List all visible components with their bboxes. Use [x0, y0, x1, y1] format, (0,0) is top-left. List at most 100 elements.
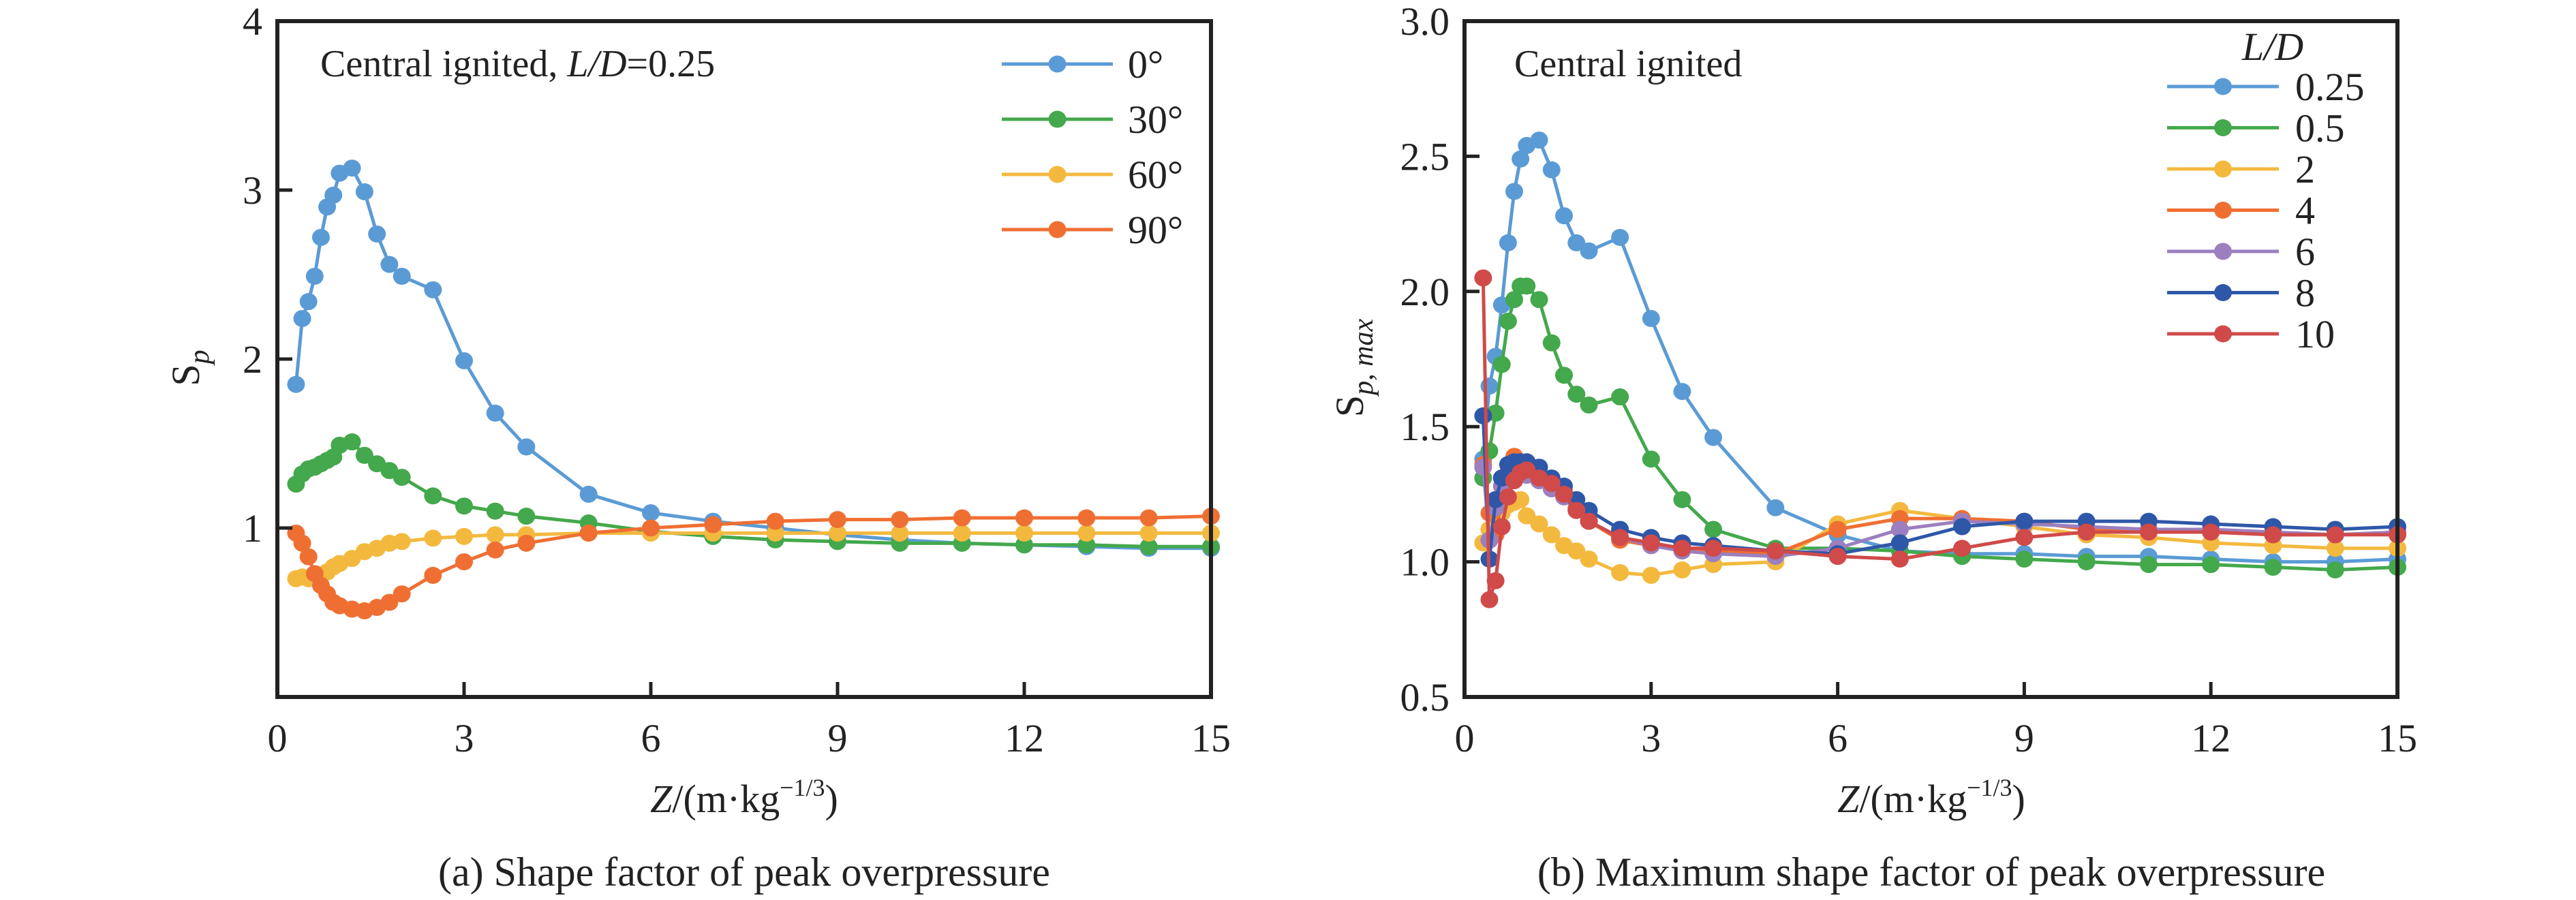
panel-b-data-point: [1492, 356, 1511, 373]
panel-a-data-point: [343, 433, 361, 451]
panel-a-data-point: [829, 524, 846, 542]
panel-a-data-point: [355, 446, 373, 464]
panel-b-series-6: [1474, 269, 2406, 608]
panel-b-data-point: [1567, 501, 1586, 519]
panel-b-data-point: [2264, 526, 2282, 544]
panel-b-data-point: [1766, 499, 1785, 516]
panel-b-annotation: Central ignited: [1514, 43, 1742, 85]
panel-b-legend-label: 10: [2295, 312, 2335, 356]
panel-b-data-point: [1555, 207, 1574, 225]
panel-b-legend-label: 2: [2295, 147, 2315, 191]
panel-b-data-point: [1480, 591, 1499, 608]
panel-a-data-point: [368, 225, 386, 243]
panel-b-data-point: [1474, 407, 1492, 424]
panel-a-data-point: [299, 293, 318, 311]
panel-a-data-point: [486, 541, 504, 559]
panel-b-series-line: [1481, 138, 2398, 564]
panel-b-data-point: [1567, 542, 1586, 560]
panel-a-data-point: [1077, 524, 1096, 542]
panel-b-data-point: [1542, 526, 1561, 544]
panel-b-x-tick-label: 12: [2191, 716, 2230, 760]
panel-b-data-point: [2326, 540, 2344, 557]
panel-b-legend-title: L/D: [2241, 25, 2303, 69]
panel-b-data-point: [2077, 553, 2096, 571]
panel-a-data-point: [891, 524, 909, 542]
panel-b-data-point: [2326, 561, 2344, 579]
panel-b-legend-marker: [2214, 160, 2232, 178]
panel-a-data-point: [305, 267, 324, 285]
panel-b-data-point: [1530, 291, 1548, 309]
panel-b-data-point: [1542, 334, 1561, 352]
panel-a-data-point: [579, 485, 598, 503]
panel-b-data-point: [2326, 526, 2344, 544]
panel-a-x-tick-label: 15: [1191, 716, 1231, 760]
panel-b-x-tick-label: 0: [1455, 716, 1475, 760]
panel-b-data-point: [1611, 228, 1629, 246]
panel-b-data-point: [1518, 277, 1536, 295]
panel-b-data-point: [1580, 512, 1598, 530]
panel-a-legend-label: 90°: [1128, 208, 1183, 252]
panel-b-data-point: [2264, 559, 2282, 576]
panel-a-x-tick-label: 6: [641, 716, 661, 760]
panel-b-data-point: [1555, 367, 1574, 384]
panel-b-data-point: [1766, 542, 1785, 560]
panel-b-data-point: [1542, 161, 1561, 179]
panel-a-x-tick-label: 3: [455, 716, 474, 760]
panel-a-series-layer: [287, 159, 1220, 620]
panel-b-legend-item: 6: [2167, 230, 2315, 274]
panel-b-data-point: [1611, 529, 1629, 546]
panel-b-series-1: [1474, 277, 2406, 579]
panel-a-x-tick-label: 0: [268, 716, 288, 760]
panel-b-x-tick-label: 15: [2378, 716, 2417, 760]
panel-b-series-line: [1481, 277, 2397, 602]
panel-b-y-tick-label: 2.0: [1400, 270, 1450, 314]
panel-a-data-point: [486, 502, 504, 520]
panel-a-legend-marker: [1048, 110, 1067, 128]
panel-b-legend-marker: [2214, 284, 2232, 301]
panel-a-legend-label: 60°: [1128, 153, 1183, 197]
panel-b-data-point: [1673, 491, 1691, 508]
panel-b-data-point: [1611, 388, 1629, 406]
panel-a-data-point: [1015, 536, 1033, 554]
panel-b-data-point: [1642, 566, 1660, 584]
panel-b-data-point: [1512, 150, 1530, 168]
panel-b-data-point: [1611, 563, 1629, 581]
panel-b-x-tick-label: 6: [1828, 716, 1847, 760]
panel-b-data-point: [1704, 521, 1723, 538]
panel-b-legend-item: 8: [2167, 271, 2315, 315]
panel-a-data-point: [1077, 536, 1096, 554]
panel-b-legend-marker: [2214, 325, 2232, 343]
panel-b-data-point: [1828, 548, 1847, 565]
panel-a-data-point: [393, 533, 411, 550]
panel-a-legend-item: 90°: [1002, 208, 1183, 252]
panel-b-data-point: [1492, 518, 1511, 536]
panel-a-y-tick-label: 4: [243, 0, 262, 44]
panel-b-data-point: [1530, 131, 1548, 149]
panel-a-data-point: [455, 553, 473, 571]
panel-a-data-point: [424, 566, 442, 584]
panel-b-legend-label: 4: [2295, 189, 2315, 233]
panel-b-series-layer: [1474, 131, 2406, 608]
panel-b-legend-item: 0.5: [2167, 106, 2345, 151]
panel-b-data-point: [1890, 550, 1909, 568]
panel-b-x-tick-label: 3: [1641, 716, 1661, 760]
panel-a-data-point: [1015, 524, 1033, 542]
panel-b-data-point: [2202, 523, 2220, 541]
panel-a-data-point: [1015, 509, 1033, 527]
panel-b-data-point: [1642, 534, 1660, 552]
panel-b-data-point: [1505, 183, 1524, 200]
panel-a-data-point: [380, 255, 399, 273]
panel-a-legend-item: 0°: [1002, 42, 1163, 87]
panel-b-data-point: [1704, 429, 1723, 446]
panel-a-data-point: [517, 534, 536, 552]
panel-a-data-point: [1077, 509, 1096, 527]
panel-b-data-point: [2139, 556, 2158, 574]
panel-b-ticks: 0 3 6 9 12 15 0.5 1.0 1.5 2.0 2.5 3.0: [1400, 0, 2418, 760]
panel-b-y-tick-label: 0.5: [1400, 675, 1450, 719]
panel-b-data-point: [1890, 521, 1909, 538]
panel-b-data-point: [2077, 523, 2096, 541]
panel-b-data-point: [1530, 515, 1548, 533]
